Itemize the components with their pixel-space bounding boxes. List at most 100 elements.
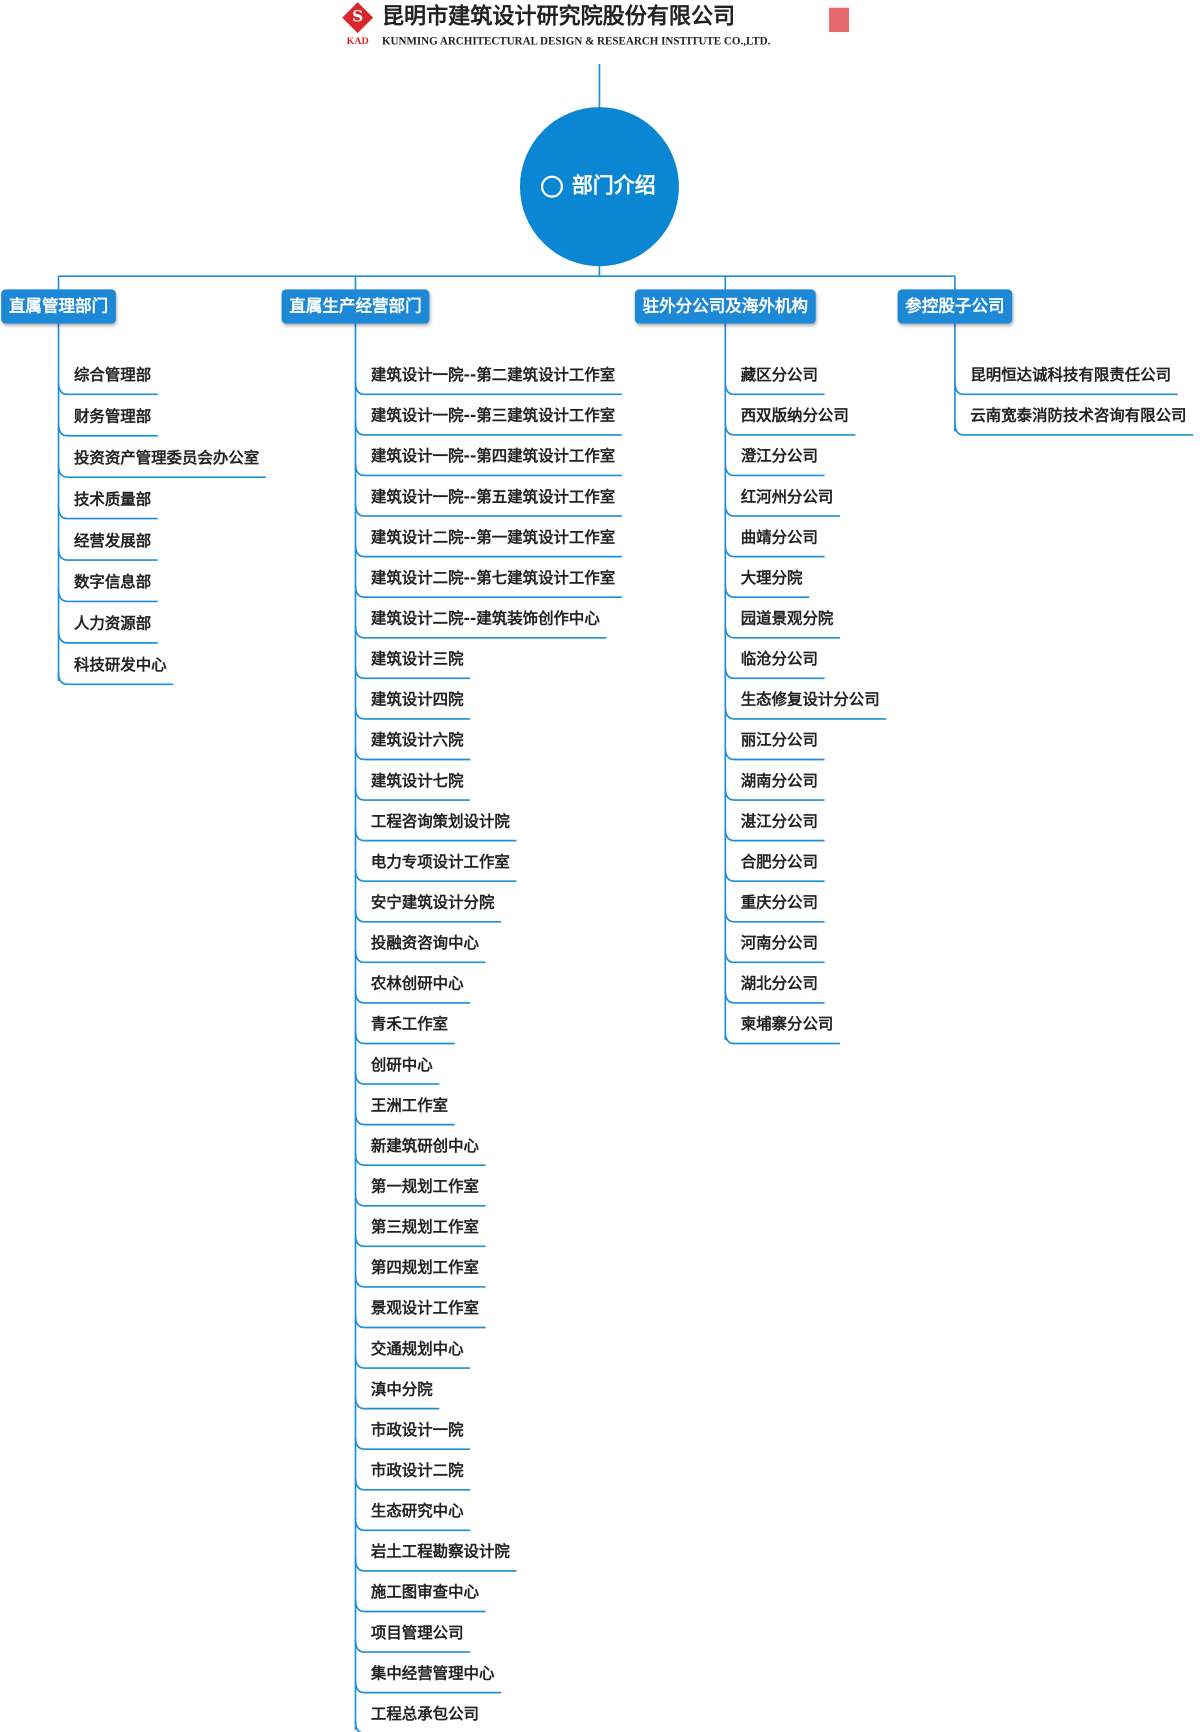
underline [354,1315,486,1329]
underline [724,909,825,923]
department: 红河州分公司 [741,487,834,506]
branch-label: 直属生产经营部门 [289,296,421,316]
underline [354,1355,471,1369]
underline [954,422,1194,436]
underline [724,869,825,883]
underline [57,589,158,603]
underline [724,990,825,1004]
department: 园道景观分院 [741,608,834,627]
department: 澄江分公司 [741,446,818,465]
underline [354,1274,486,1288]
department: 交通规划中心 [371,1339,464,1358]
underline [724,950,825,964]
underline [724,625,840,639]
underline [354,1721,362,1732]
department: 西双版纳分公司 [741,406,849,425]
underline [724,382,825,396]
department: 施工图审查中心 [371,1582,480,1601]
underline [354,422,622,436]
underline [354,828,517,842]
department: 云南宽泰消防技术咨询有限公司 [970,406,1186,425]
underline [354,503,622,517]
department: 临沧分公司 [741,649,818,668]
department: 建筑设计七院 [371,771,464,790]
department: 生态研究中心 [371,1501,464,1520]
underline [57,630,158,644]
branch-box [897,289,1013,324]
underline [354,666,471,680]
underline [724,585,810,599]
department: 安宁建筑设计分院 [371,892,495,911]
root-label: 部门介绍 [572,174,656,198]
branch-box [281,289,430,324]
department: 生态修复设计分公司 [741,690,880,709]
department: 湖南分公司 [741,771,818,790]
department: 第一规划工作室 [371,1176,479,1195]
underline [354,950,486,964]
department: 农林创研中心 [370,974,464,993]
department: 王洲工作室 [371,1095,448,1114]
department: 集中经营管理中心 [370,1663,495,1682]
underline [354,585,622,599]
department: 昆明恒达诚科技有限责任公司 [970,365,1171,384]
department: 岩土工程勘察设计院 [370,1542,510,1561]
department: 市政设计二院 [371,1460,464,1479]
department: 市政设计一院 [371,1420,464,1439]
company-name-en: KUNMING ARCHITECTURAL DESIGN & RESEARCH … [382,36,771,48]
department: 建筑设计一院--第二建筑设计工作室 [371,365,615,384]
department: 丽江分公司 [741,731,818,749]
branch-box [1,289,116,324]
underline [724,503,840,517]
department: 科技研发中心 [74,655,167,674]
underline [354,1558,517,1572]
underline [57,423,158,437]
department: 河南分公司 [741,933,818,952]
branch-label: 参控股子公司 [905,296,1004,316]
underline [354,1639,471,1653]
department: 重庆分公司 [741,892,818,911]
underline [724,463,825,477]
department: 建筑设计三院 [371,649,464,668]
underline [354,463,622,477]
department: 柬埔寨分公司 [741,1014,834,1033]
underline [354,909,502,923]
department: 大理分院 [741,568,803,587]
logo-text: KAD [347,36,369,47]
branches: 直属管理部门综合管理部财务管理部投资资产管理委员会办公室技术质量部经营发展部数字… [1,275,1194,1732]
underline [354,625,607,639]
department: 青禾工作室 [371,1014,448,1033]
department: 合肥分公司 [741,852,818,871]
department: 人力资源部 [74,614,151,633]
department: 建筑设计二院--第七建筑设计工作室 [371,568,615,587]
underline [354,1031,455,1045]
underline [57,465,266,479]
underline [354,787,471,801]
underline [57,382,158,396]
underline [354,869,517,883]
svg-text:S: S [352,7,363,26]
underline [724,544,825,558]
department: 湛江分公司 [741,812,818,830]
department: 景观设计工作室 [371,1298,479,1317]
underline [354,1396,440,1410]
underline [354,1680,502,1694]
department: 藏区分公司 [741,365,818,384]
department: 数字信息部 [74,572,151,591]
department: 投融资咨询中心 [371,933,480,952]
department: 建筑设计二院--第一建筑设计工作室 [371,527,615,546]
underline [724,828,825,842]
underline [354,1599,486,1613]
department: 新建筑研创中心 [371,1136,480,1155]
logo: S KAD [342,2,374,47]
underline [354,1518,471,1532]
department: 第三规划工作室 [371,1217,479,1236]
underline [724,1031,840,1045]
underline [354,1112,455,1126]
department: 综合管理部 [74,365,151,384]
underline [354,1193,486,1207]
department: 创研中心 [370,1055,433,1074]
underline [724,706,887,720]
company-name: 昆明市建筑设计研究院股份有限公司 [382,4,735,30]
underline [57,672,174,686]
department: 技术质量部 [74,489,151,508]
